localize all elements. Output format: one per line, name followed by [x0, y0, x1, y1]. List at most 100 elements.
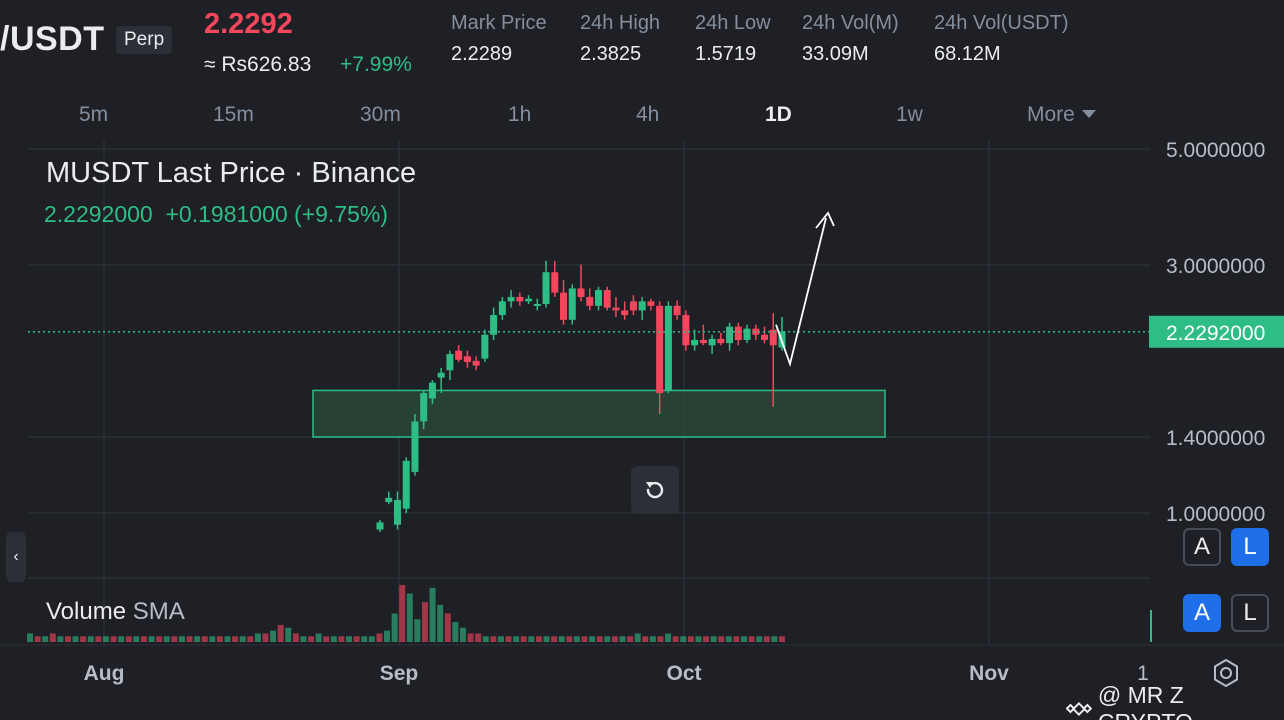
- stat-value: 1.5719: [695, 43, 757, 65]
- projection-arrow: [775, 211, 835, 368]
- candle-down: [455, 350, 463, 360]
- stat-mark-price: Mark Price 2.2289: [451, 12, 547, 66]
- volume-bar: [680, 636, 687, 642]
- fiat-price: ≈ Rs626.83: [204, 53, 312, 76]
- volume-bar: [133, 636, 140, 642]
- candle-up: [490, 315, 498, 335]
- stat-value: 2.2289: [451, 43, 513, 65]
- volume-bar: [589, 636, 596, 642]
- chart-legend-title: MUSDT Last Price · Binance: [46, 157, 417, 189]
- candle-down: [586, 296, 594, 306]
- volume-bar: [125, 636, 132, 642]
- chart-canvas[interactable]: 5.0000000 3.0000000 1.4000000 1.0000000 2.22…: [0, 139, 1284, 720]
- pair-name[interactable]: /USDT: [0, 20, 105, 58]
- volume-label: Volume: [46, 598, 127, 625]
- volume-bar: [80, 636, 87, 642]
- volume-bar: [102, 636, 109, 642]
- volume-bar: [710, 636, 717, 642]
- price-axis: 5.0000000 3.0000000 1.4000000 1.0000000 2.22…: [1149, 139, 1284, 526]
- volume-bar: [330, 636, 337, 642]
- volume-bar: [171, 636, 178, 642]
- settings-button[interactable]: [1210, 657, 1242, 689]
- candle-down: [656, 305, 664, 394]
- candle-down: [551, 272, 559, 293]
- candle-up: [376, 522, 384, 530]
- time-tick-label: Nov: [969, 662, 1009, 685]
- volume-bar: [323, 636, 330, 642]
- volume-auto-scale-button[interactable]: A: [1183, 594, 1221, 632]
- volume-bar: [779, 636, 785, 642]
- candle-up: [542, 272, 550, 305]
- timeframe-1d[interactable]: 1D: [765, 103, 792, 126]
- volume-log-scale-button[interactable]: L: [1231, 594, 1269, 632]
- price-chart[interactable]: 5.0000000 3.0000000 1.4000000 1.0000000 2.22…: [0, 139, 1284, 720]
- candle-up: [437, 372, 445, 378]
- volume-legend: Volume SMA: [46, 598, 185, 626]
- candle-up: [726, 326, 734, 344]
- volume-bar: [338, 636, 345, 642]
- volume-bar: [733, 636, 740, 642]
- candle-down: [761, 334, 769, 340]
- volume-bar: [216, 636, 223, 642]
- candle-up: [446, 354, 454, 371]
- timeframe-1w[interactable]: 1w: [896, 103, 923, 126]
- candle-down: [516, 296, 524, 302]
- side-panel-toggle[interactable]: ‹: [6, 532, 26, 582]
- volume-bar: [452, 622, 459, 642]
- candle-down: [560, 292, 568, 320]
- caret-down-icon: [1081, 110, 1096, 118]
- volume-bar: [163, 636, 170, 642]
- volume-bar: [665, 633, 672, 642]
- volume-bar: [490, 636, 497, 642]
- candle-up: [402, 460, 410, 509]
- candle-up: [664, 305, 672, 391]
- volume-bar: [277, 624, 284, 642]
- volume-bars: [27, 585, 1152, 642]
- volume-bar: [459, 627, 466, 642]
- candle-up: [385, 497, 393, 503]
- timeframe-1h[interactable]: 1h: [508, 103, 532, 126]
- time-tick-label: Aug: [84, 662, 125, 685]
- volume-bar: [467, 633, 474, 642]
- volume-bar: [543, 636, 550, 642]
- stat-24h-high: 24h High 2.3825: [580, 12, 660, 66]
- volume-bar: [763, 636, 770, 642]
- volume-bar: [528, 636, 535, 642]
- volume-bar: [254, 633, 261, 642]
- volume-bar: [406, 593, 413, 642]
- volume-bar: [95, 636, 102, 642]
- timeframe-15m[interactable]: 15m: [213, 103, 254, 126]
- volume-sma-label: SMA: [132, 598, 185, 625]
- log-scale-button[interactable]: L: [1231, 528, 1269, 566]
- volume-bar: [353, 636, 360, 642]
- stat-value: 33.09M: [802, 43, 869, 65]
- time-tick-label: Sep: [380, 662, 419, 685]
- volume-bar: [57, 636, 64, 642]
- volume-bar: [376, 633, 383, 642]
- volume-bar: [384, 630, 391, 642]
- candle-down: [603, 290, 611, 308]
- candle-up: [533, 304, 541, 307]
- volume-bar: [558, 636, 565, 642]
- volume-bar: [186, 636, 193, 642]
- volume-bar: [368, 636, 375, 642]
- candle-down: [612, 307, 620, 311]
- candle-up: [568, 288, 576, 320]
- volume-bar: [42, 636, 49, 642]
- timeframe-30m[interactable]: 30m: [360, 103, 401, 126]
- stat-label: 24h Low: [695, 12, 771, 34]
- candle-down: [717, 338, 725, 344]
- rotate-ccw-icon: [646, 481, 664, 499]
- candle-up: [428, 382, 436, 399]
- timeframe-more[interactable]: More: [1027, 103, 1096, 127]
- current-price-tag-label: 2.2292000: [1166, 322, 1265, 345]
- time-tick-label: Oct: [666, 662, 701, 685]
- candle-up: [525, 298, 533, 302]
- volume-bar: [156, 636, 163, 642]
- candle-down: [472, 360, 480, 366]
- reset-chart-button[interactable]: [631, 466, 679, 514]
- volume-bar: [140, 636, 147, 642]
- timeframe-5m[interactable]: 5m: [79, 103, 109, 126]
- timeframe-4h[interactable]: 4h: [636, 103, 660, 126]
- auto-scale-button[interactable]: A: [1183, 528, 1221, 566]
